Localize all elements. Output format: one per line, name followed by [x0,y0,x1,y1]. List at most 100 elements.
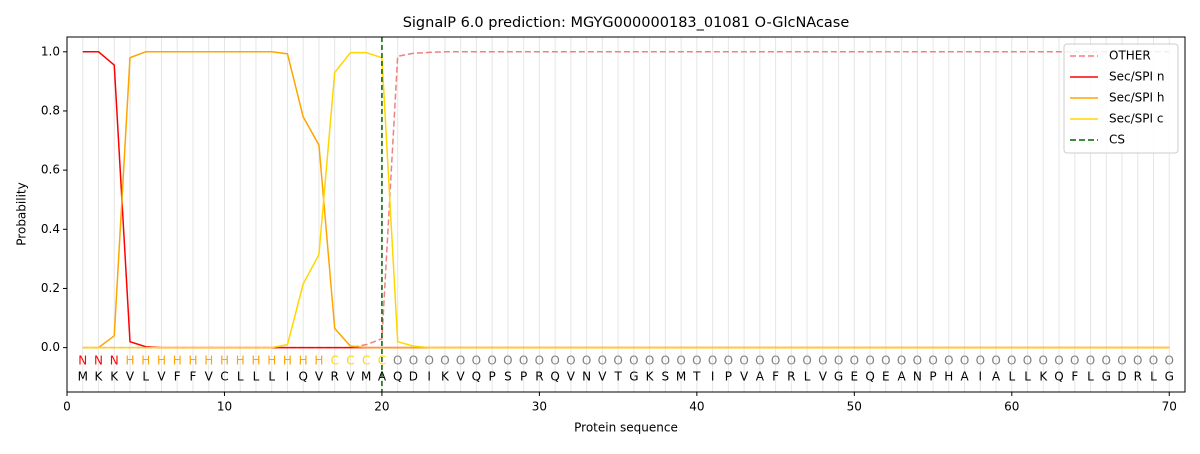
region-label: H [125,354,134,368]
residue: V [598,370,607,384]
residue: F [174,370,181,384]
region-label: O [598,354,607,368]
residue: A [960,370,969,384]
region-label: O [850,354,859,368]
region-label: O [1086,354,1095,368]
residue: P [489,370,496,384]
residue: L [237,370,244,384]
residue: V [346,370,355,384]
region-label: O [393,354,402,368]
region-label: O [1149,354,1158,368]
x-tick-label: 0 [63,400,71,414]
x-tick-label: 20 [374,400,389,414]
y-tick-label: 0.8 [41,103,60,117]
region-label: N [78,354,87,368]
y-tick-label: 0.2 [41,281,60,295]
residue: G [1102,370,1111,384]
region-label: O [771,354,780,368]
residue: N [582,370,591,384]
residue: E [851,370,859,384]
residue: K [110,370,119,384]
x-tick-label: 40 [689,400,704,414]
residue: Q [865,370,874,384]
region-label: H [141,354,150,368]
residue: R [787,370,795,384]
residue: Q [472,370,481,384]
region-label: C [362,354,370,368]
region-label: O [424,354,433,368]
residue: N [913,370,922,384]
residue: T [692,370,701,384]
residue: Q [298,370,307,384]
region-label: N [110,354,119,368]
residue: L [1008,370,1015,384]
region-label: O [976,354,985,368]
y-tick-label: 0.0 [41,340,60,354]
residue: Q [393,370,402,384]
region-label: H [299,354,308,368]
residue: I [286,370,290,384]
region-label: O [582,354,591,368]
region-label: O [724,354,733,368]
region-label: H [236,354,245,368]
residue: K [441,370,450,384]
residue: I [979,370,983,384]
residue: G [834,370,843,384]
legend-label: OTHER [1109,49,1151,63]
residue: V [205,370,214,384]
region-label: H [220,354,229,368]
residue: L [253,370,260,384]
x-tick-label: 30 [532,400,547,414]
region-label: O [676,354,685,368]
region-label: O [1070,354,1079,368]
legend-label: Sec/SPI h [1109,91,1164,105]
residue: V [457,370,466,384]
region-label: O [472,354,481,368]
region-label: O [928,354,937,368]
residue: T [613,370,622,384]
residue: Q [1054,370,1063,384]
residue: V [819,370,828,384]
residue: A [897,370,906,384]
x-tick-label: 10 [217,400,232,414]
region-label: O [802,354,811,368]
residue: V [126,370,135,384]
residue: M [361,370,371,384]
chart-title: SignalP 6.0 prediction: MGYG000000183_01… [403,15,850,31]
region-label: O [519,354,528,368]
residue: V [315,370,324,384]
region-label: O [1039,354,1048,368]
region-label: H [283,354,292,368]
region-label: O [897,354,906,368]
residue: H [944,370,953,384]
region-label: O [944,354,953,368]
region-label: O [503,354,512,368]
region-label: O [960,354,969,368]
legend-label: Sec/SPI c [1109,112,1163,126]
region-label: O [613,354,622,368]
residue: D [1117,370,1126,384]
residue: Q [550,370,559,384]
residue: P [520,370,527,384]
region-label: C [346,354,354,368]
residue: S [662,370,670,384]
residue: V [567,370,576,384]
residue: K [646,370,655,384]
region-label: O [661,354,670,368]
region-label: C [330,354,338,368]
residue: M [676,370,686,384]
residue: D [409,370,418,384]
region-label: O [1133,354,1142,368]
residue: G [1165,370,1174,384]
region-label: O [1165,354,1174,368]
region-label: O [1054,354,1063,368]
region-label: O [865,354,874,368]
y-axis-label: Probability [15,182,29,245]
x-axis-label: Protein sequence [574,421,678,435]
region-label: H [204,354,213,368]
x-tick-label: 60 [1004,400,1019,414]
residue: M [78,370,88,384]
region-label: O [456,354,465,368]
residue: K [95,370,104,384]
